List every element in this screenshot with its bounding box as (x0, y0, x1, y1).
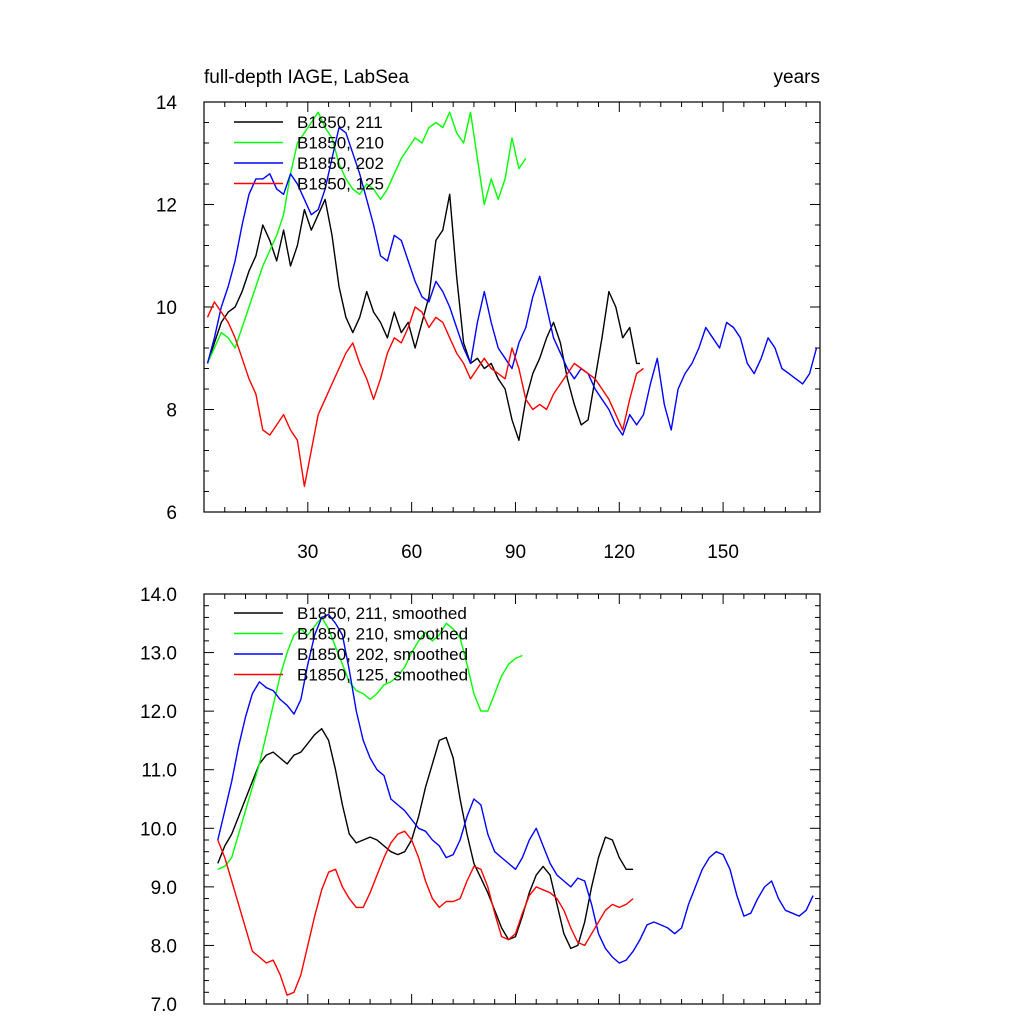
legend-label: B1850, 125 (297, 175, 384, 194)
x-tick-label: 60 (401, 542, 422, 563)
y-tick-label: 10 (156, 298, 177, 319)
legend-label: B1850, 202, smoothed (297, 645, 468, 664)
legend-label: B1850, 210 (297, 134, 384, 153)
x-tick-label: 120 (603, 542, 635, 563)
chart-title: full-depth IAGE, LabSea (204, 67, 409, 88)
series-line (217, 728, 634, 950)
y-tick-label: 14 (156, 93, 178, 114)
plot-frame (203, 593, 821, 1005)
series-line (206, 301, 644, 488)
bottom-panel: 7.0 8.0 9.0 10.0 11.0 12.0 13.0 14.0 B1850, 211,… (140, 585, 821, 1016)
legend-label: B1850, 202 (297, 154, 384, 173)
legend-label: B1850, 210, smoothed (297, 625, 468, 644)
legend-label: B1850, 211 (297, 113, 383, 132)
legend-label: B1850, 211, smoothed (297, 604, 467, 623)
series-line (217, 616, 523, 870)
y-tick-label: 12 (156, 196, 177, 217)
y-tick-label: 10.0 (140, 819, 177, 840)
x-tick-label: 150 (707, 542, 739, 563)
series-line (206, 111, 527, 364)
series-line (217, 613, 814, 964)
y-tick-label: 8.0 (151, 936, 177, 957)
y-tick-label: 6 (166, 503, 177, 524)
top-panel: full-depth IAGE, LabSea years 30 60 90 120 1… (156, 67, 821, 563)
x-tick-label: 30 (297, 542, 318, 563)
y-tick-label: 14.0 (140, 585, 177, 606)
legend-label: B1850, 125, smoothed (297, 666, 468, 685)
y-tick-label: 8 (166, 401, 177, 422)
series-line (217, 830, 634, 996)
y-tick-label: 12.0 (140, 702, 177, 723)
y-tick-label: 13.0 (140, 644, 177, 665)
x-tick-label: 90 (505, 542, 526, 563)
y-tick-label: 7.0 (151, 995, 177, 1016)
series-line (206, 126, 818, 436)
x-axis-units-label: years (774, 67, 820, 88)
y-tick-label: 9.0 (151, 878, 177, 899)
y-tick-label: 11.0 (141, 761, 177, 782)
series-line (206, 193, 640, 441)
